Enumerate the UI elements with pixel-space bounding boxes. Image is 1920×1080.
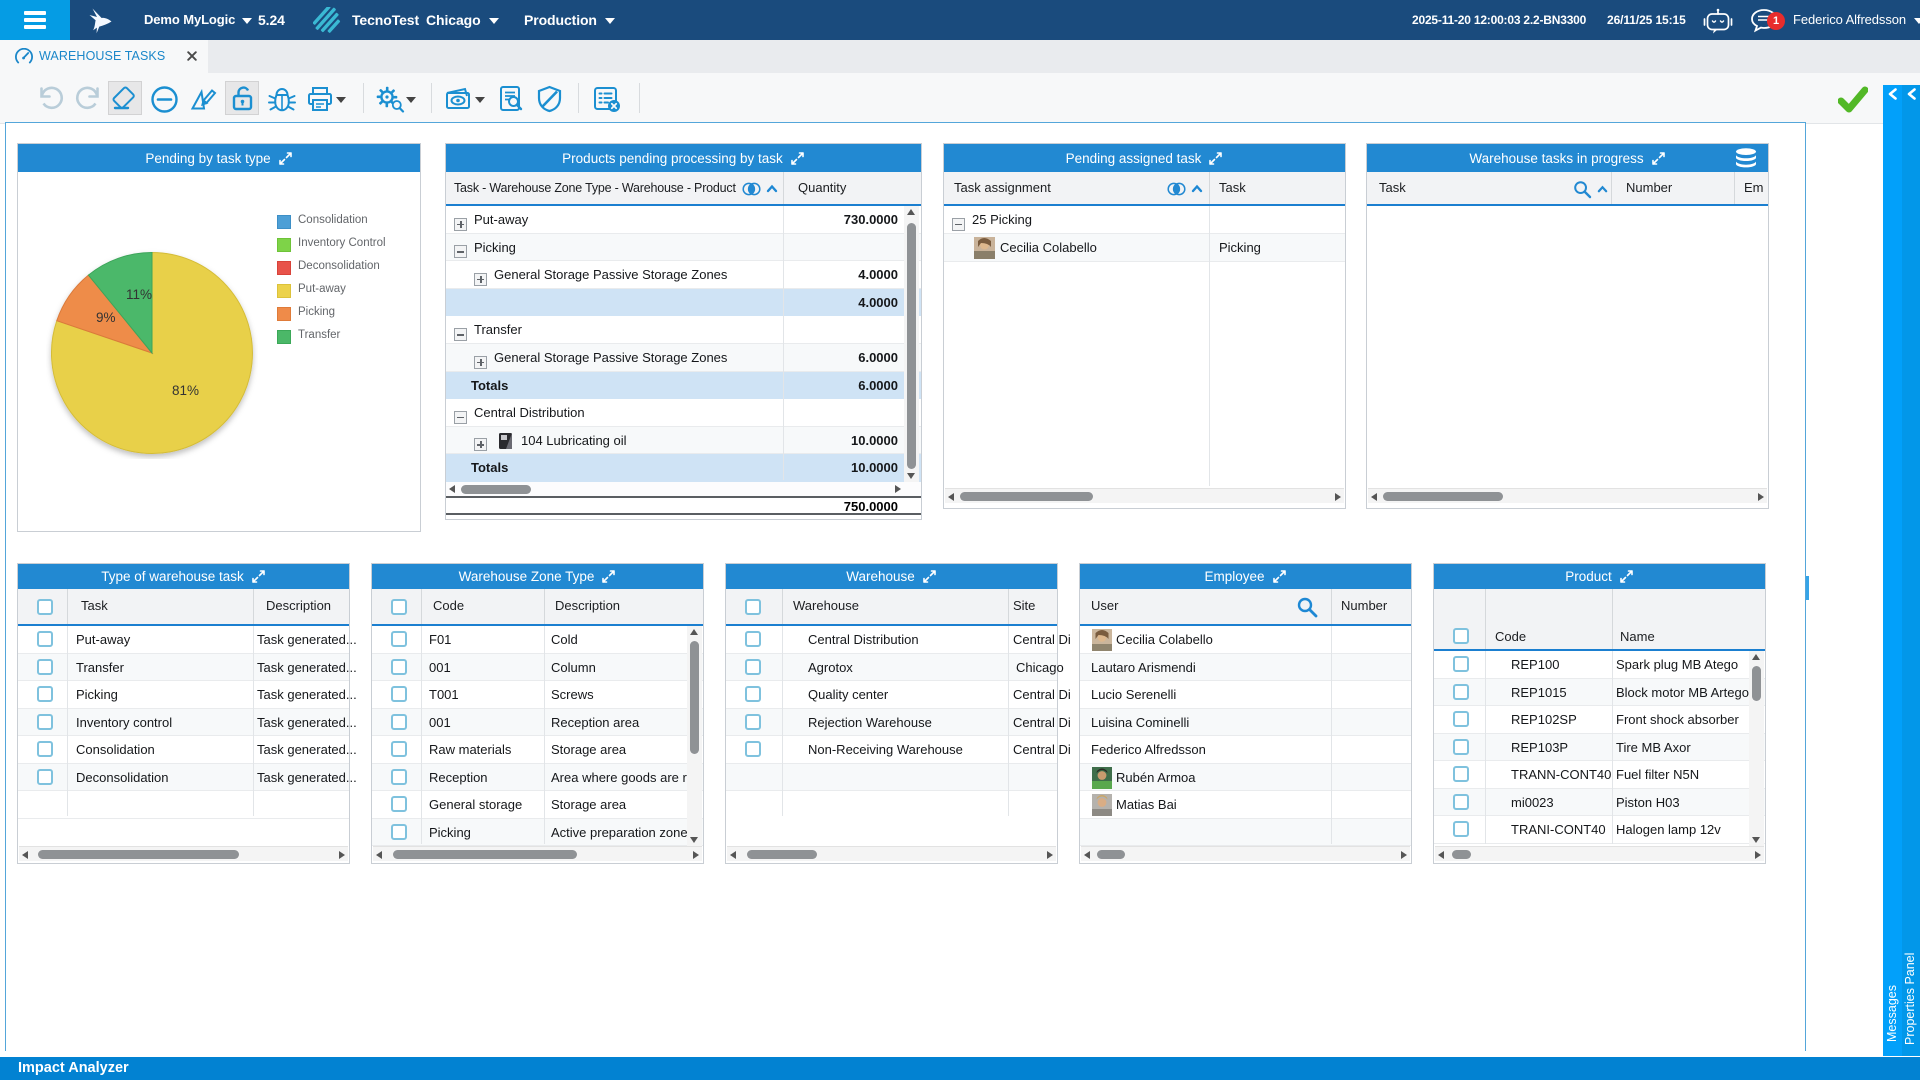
svg-text:81%: 81% [172, 383, 199, 398]
svg-text:9%: 9% [96, 310, 116, 325]
svg-text:11%: 11% [126, 287, 152, 302]
